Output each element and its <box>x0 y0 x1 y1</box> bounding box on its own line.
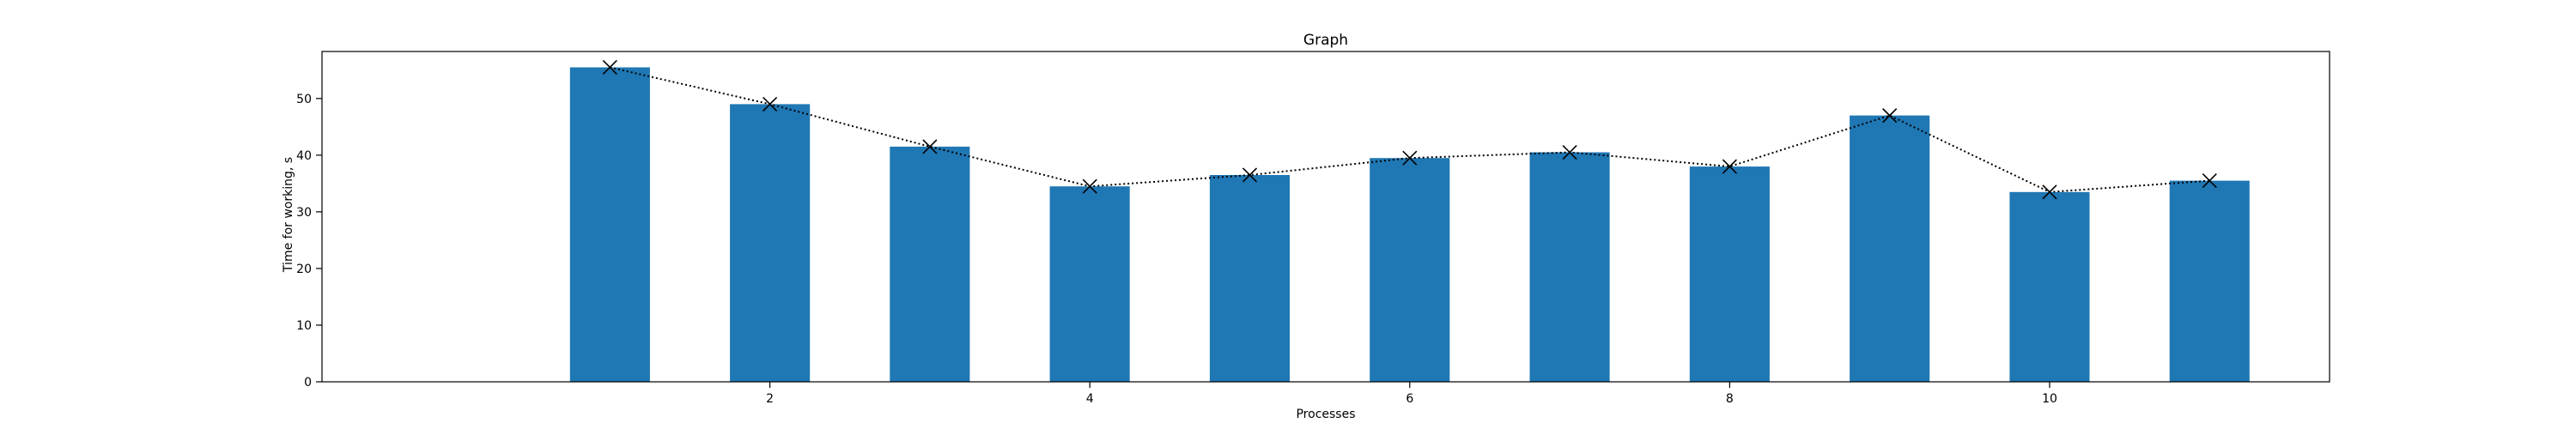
bar <box>1850 115 1930 382</box>
data-point-marker <box>1562 144 1577 160</box>
x-tick-label: 2 <box>766 392 774 406</box>
plot-area: 0 10 20 30 40 50 2 4 6 8 10 <box>296 51 2330 406</box>
x-tick-label: 8 <box>1726 392 1734 406</box>
y-tick-label: 30 <box>296 206 312 220</box>
data-point-marker <box>922 139 938 154</box>
data-point-marker <box>2202 173 2217 189</box>
bar <box>730 104 811 383</box>
bar <box>1209 175 1290 382</box>
y-axis-label: Time for working, s <box>282 157 295 273</box>
bar <box>2169 180 2250 382</box>
bar <box>1049 186 1130 382</box>
data-point-marker <box>1082 178 1097 194</box>
bar <box>1689 166 1770 382</box>
y-tick-label: 50 <box>296 93 312 106</box>
data-point-marker <box>602 59 617 76</box>
data-point-marker <box>1402 150 1418 166</box>
data-point-marker <box>2042 184 2057 200</box>
bar <box>2009 191 2090 382</box>
x-tick-label: 4 <box>1086 392 1094 406</box>
data-point-marker <box>1722 159 1737 174</box>
x-tick-label: 10 <box>2042 392 2057 406</box>
bar <box>1529 152 1610 382</box>
y-tick-label: 20 <box>296 263 312 276</box>
bar <box>1370 158 1450 382</box>
data-point-marker <box>762 96 778 112</box>
plot-frame <box>321 51 2330 383</box>
bar <box>569 67 650 382</box>
data-point-marker <box>1242 167 1258 183</box>
x-axis-label: Processes <box>1296 408 1355 421</box>
chart-title: Graph <box>1303 32 1348 49</box>
y-tick-label: 40 <box>296 149 312 163</box>
data-point-marker <box>1882 108 1898 124</box>
y-tick-label: 10 <box>296 319 312 333</box>
bar <box>890 146 970 382</box>
x-tick-label: 6 <box>1406 392 1413 406</box>
y-tick-label: 0 <box>304 376 312 390</box>
